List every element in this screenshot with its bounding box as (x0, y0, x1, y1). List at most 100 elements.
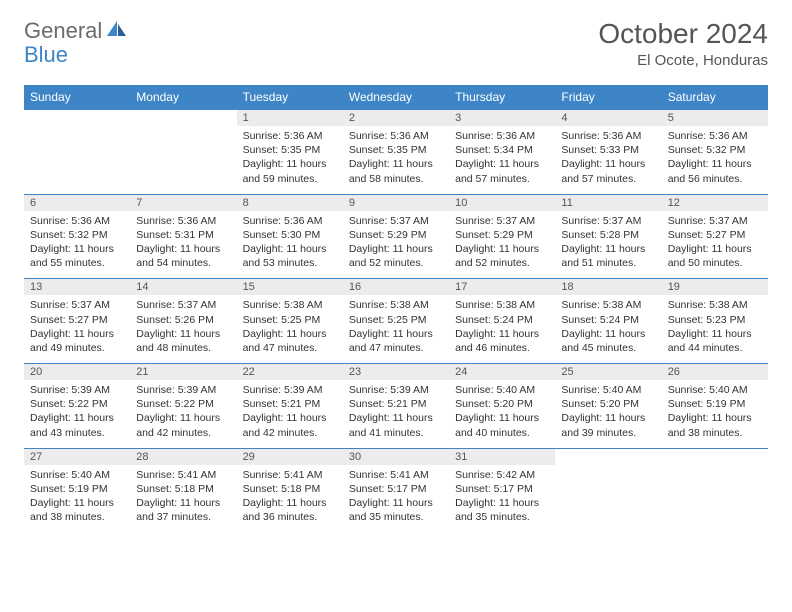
day-content-cell: Sunrise: 5:38 AMSunset: 5:25 PMDaylight:… (237, 295, 343, 363)
day-number-cell: 4 (555, 110, 661, 127)
sunset-line: Sunset: 5:21 PM (243, 398, 321, 410)
daylight-line: Daylight: 11 hours and 55 minutes. (30, 243, 114, 269)
day-number-cell: 11 (555, 194, 661, 211)
day-content-row: Sunrise: 5:37 AM Sunset: 5:27 PM Daylight:… (24, 295, 768, 363)
month-title: October 2024 (598, 18, 768, 50)
sunrise-line: Sunrise: 5:36 AM (243, 130, 323, 142)
day-number-cell: 16 (343, 279, 449, 296)
sunset-line: Sunset: 5:27 PM (30, 314, 108, 326)
day-number-cell: 2 (343, 110, 449, 127)
day-number-cell: 27 (24, 448, 130, 465)
sunrise-line: Sunrise: 5:36 AM (561, 130, 641, 142)
day-content-cell: Sunrise: 5:39 AMSunset: 5:21 PMDaylight:… (343, 380, 449, 448)
sunrise-line: Sunrise: 5:39 AM (136, 384, 216, 396)
sunset-line: Sunset: 5:25 PM (349, 314, 427, 326)
sunrise-line: Sunrise: 5:40 AM (668, 384, 748, 396)
day-number-cell: 5 (662, 110, 768, 127)
day-content-cell (130, 126, 236, 194)
sunset-line: Sunset: 5:19 PM (30, 483, 108, 495)
day-number-cell: 7 (130, 194, 236, 211)
day-content-row: Sunrise: 5:39 AM Sunset: 5:22 PM Daylight:… (24, 380, 768, 448)
sunset-line: Sunset: 5:19 PM (668, 398, 746, 410)
day-number-cell: 3 (449, 110, 555, 127)
sunrise-line: Sunrise: 5:37 AM (30, 299, 110, 311)
sunrise-line: Sunrise: 5:36 AM (243, 215, 323, 227)
calendar-table: SundayMondayTuesdayWednesdayThursdayFrid… (24, 85, 768, 532)
day-content-cell (24, 126, 130, 194)
sunrise-line: Sunrise: 5:37 AM (455, 215, 535, 227)
day-content-row: Sunrise: 5:36 AMSunset: 5:35 PMDaylight:… (24, 126, 768, 194)
day-content-cell: Sunrise: 5:37 AMSunset: 5:28 PMDaylight:… (555, 211, 661, 279)
sunset-line: Sunset: 5:31 PM (136, 229, 214, 241)
header: General October 2024 El Ocote, Honduras (24, 18, 768, 69)
day-number-cell: 24 (449, 364, 555, 381)
logo-sail-icon (106, 20, 128, 43)
daylight-line: Daylight: 11 hours and 35 minutes. (455, 497, 539, 523)
day-number-row: 12345 (24, 110, 768, 127)
daylight-line: Daylight: 11 hours and 50 minutes. (668, 243, 752, 269)
daylight-line: Daylight: 11 hours and 38 minutes. (668, 412, 752, 438)
sunset-line: Sunset: 5:22 PM (30, 398, 108, 410)
day-content-cell (555, 465, 661, 533)
sunrise-line: Sunrise: 5:38 AM (243, 299, 323, 311)
day-content-cell: Sunrise: 5:36 AMSunset: 5:34 PMDaylight:… (449, 126, 555, 194)
title-block: October 2024 El Ocote, Honduras (598, 18, 768, 69)
daylight-line: Daylight: 11 hours and 47 minutes. (349, 328, 433, 354)
day-content-cell: Sunrise: 5:37 AMSunset: 5:29 PMDaylight:… (449, 211, 555, 279)
sunset-line: Sunset: 5:18 PM (243, 483, 321, 495)
sunrise-line: Sunrise: 5:37 AM (349, 215, 429, 227)
weekday-header: Thursday (449, 85, 555, 110)
day-content-cell: Sunrise: 5:37 AM Sunset: 5:29 PM Daylight:… (343, 211, 449, 279)
day-number-cell: 17 (449, 279, 555, 296)
day-content-cell: Sunrise: 5:36 AMSunset: 5:35 PMDaylight:… (343, 126, 449, 194)
sunset-line: Sunset: 5:32 PM (668, 144, 746, 156)
daylight-line: Daylight: 11 hours and 52 minutes. (349, 243, 433, 269)
daylight-line: Daylight: 11 hours and 44 minutes. (668, 328, 752, 354)
sunrise-line: Sunrise: 5:40 AM (30, 469, 110, 481)
day-number-cell (662, 448, 768, 465)
sunrise-line: Sunrise: 5:36 AM (349, 130, 429, 142)
day-number-cell: 19 (662, 279, 768, 296)
weekday-header: Friday (555, 85, 661, 110)
weekday-header: Tuesday (237, 85, 343, 110)
day-number-row: 6789101112 (24, 194, 768, 211)
day-number-cell: 12 (662, 194, 768, 211)
sunset-line: Sunset: 5:29 PM (455, 229, 533, 241)
day-number-cell: 31 (449, 448, 555, 465)
day-content-cell: Sunrise: 5:40 AMSunset: 5:20 PMDaylight:… (449, 380, 555, 448)
sunset-line: Sunset: 5:18 PM (136, 483, 214, 495)
day-content-cell: Sunrise: 5:40 AMSunset: 5:19 PMDaylight:… (24, 465, 130, 533)
day-content-cell: Sunrise: 5:41 AM Sunset: 5:18 PM Daylight:… (130, 465, 236, 533)
sunset-line: Sunset: 5:20 PM (455, 398, 533, 410)
sunrise-line: Sunrise: 5:39 AM (243, 384, 323, 396)
day-number-cell: 14 (130, 279, 236, 296)
day-number-cell: 18 (555, 279, 661, 296)
sunset-line: Sunset: 5:33 PM (561, 144, 639, 156)
daylight-line: Daylight: 11 hours and 41 minutes. (349, 412, 433, 438)
daylight-line: Daylight: 11 hours and 48 minutes. (136, 328, 220, 354)
day-number-cell: 28 (130, 448, 236, 465)
sunrise-line: Sunrise: 5:37 AM (136, 299, 216, 311)
daylight-line: Daylight: 11 hours and 53 minutes. (243, 243, 327, 269)
day-content-cell: Sunrise: 5:41 AMSunset: 5:18 PMDaylight:… (237, 465, 343, 533)
sunset-line: Sunset: 5:25 PM (243, 314, 321, 326)
day-content-cell: Sunrise: 5:37 AM Sunset: 5:26 PM Daylight:… (130, 295, 236, 363)
daylight-line: Daylight: 11 hours and 35 minutes. (349, 497, 433, 523)
sunrise-line: Sunrise: 5:41 AM (136, 469, 216, 481)
day-content-cell: Sunrise: 5:38 AMSunset: 5:23 PMDaylight:… (662, 295, 768, 363)
sunrise-line: Sunrise: 5:37 AM (561, 215, 641, 227)
sunset-line: Sunset: 5:26 PM (136, 314, 214, 326)
logo: General (24, 18, 130, 44)
sunset-line: Sunset: 5:28 PM (561, 229, 639, 241)
day-content-cell: Sunrise: 5:36 AMSunset: 5:35 PMDaylight:… (237, 126, 343, 194)
logo-text-blue: Blue (24, 42, 68, 67)
daylight-line: Daylight: 11 hours and 37 minutes. (136, 497, 220, 523)
daylight-line: Daylight: 11 hours and 39 minutes. (561, 412, 645, 438)
daylight-line: Daylight: 11 hours and 49 minutes. (30, 328, 114, 354)
day-number-cell: 30 (343, 448, 449, 465)
sunrise-line: Sunrise: 5:41 AM (349, 469, 429, 481)
day-content-cell: Sunrise: 5:39 AMSunset: 5:22 PMDaylight:… (130, 380, 236, 448)
day-content-cell: Sunrise: 5:39 AMSunset: 5:22 PMDaylight:… (24, 380, 130, 448)
sunset-line: Sunset: 5:29 PM (349, 229, 427, 241)
sunrise-line: Sunrise: 5:38 AM (455, 299, 535, 311)
